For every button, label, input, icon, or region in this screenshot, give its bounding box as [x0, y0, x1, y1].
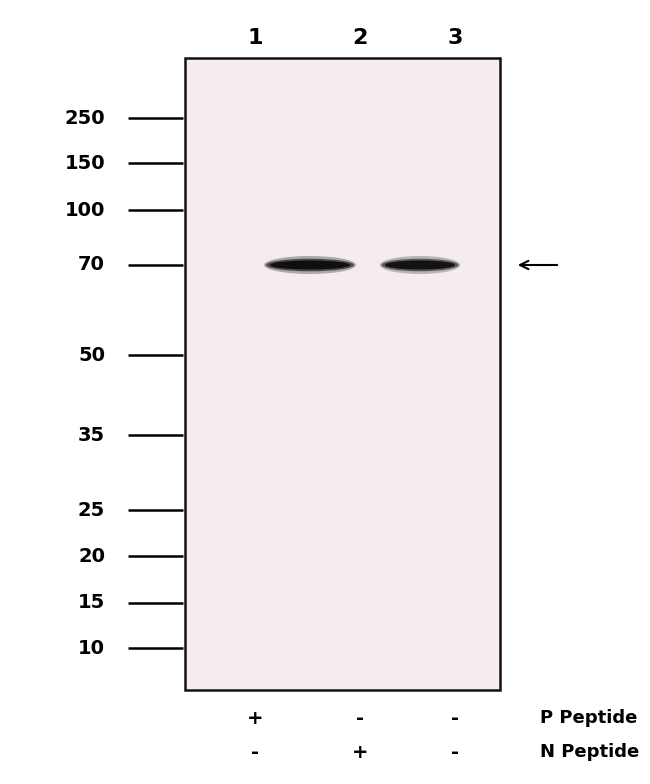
Bar	[185, 58, 500, 690]
Ellipse shape	[385, 260, 455, 270]
Text: -: -	[451, 709, 459, 728]
Text: 250: 250	[64, 108, 105, 128]
Text: 100: 100	[64, 201, 105, 220]
Text: +: +	[352, 742, 369, 761]
Ellipse shape	[264, 256, 356, 274]
Text: -: -	[251, 742, 259, 761]
Text: 3: 3	[447, 28, 463, 48]
Text: 35: 35	[78, 426, 105, 445]
Text: -: -	[451, 742, 459, 761]
Text: 20: 20	[78, 546, 105, 565]
Ellipse shape	[380, 256, 460, 274]
Text: 2: 2	[352, 28, 368, 48]
Ellipse shape	[266, 259, 354, 271]
Text: 1: 1	[247, 28, 263, 48]
Text: -: -	[356, 709, 364, 728]
Text: 70: 70	[78, 256, 105, 274]
Text: 150: 150	[64, 154, 105, 172]
Text: 10: 10	[78, 638, 105, 658]
Text: N Peptide: N Peptide	[540, 743, 639, 761]
Text: +: +	[247, 709, 263, 728]
Ellipse shape	[270, 260, 350, 270]
Text: P Peptide: P Peptide	[540, 709, 638, 727]
Text: 25: 25	[78, 500, 105, 520]
Text: 15: 15	[78, 593, 105, 612]
Text: 50: 50	[78, 346, 105, 365]
Ellipse shape	[382, 259, 458, 271]
